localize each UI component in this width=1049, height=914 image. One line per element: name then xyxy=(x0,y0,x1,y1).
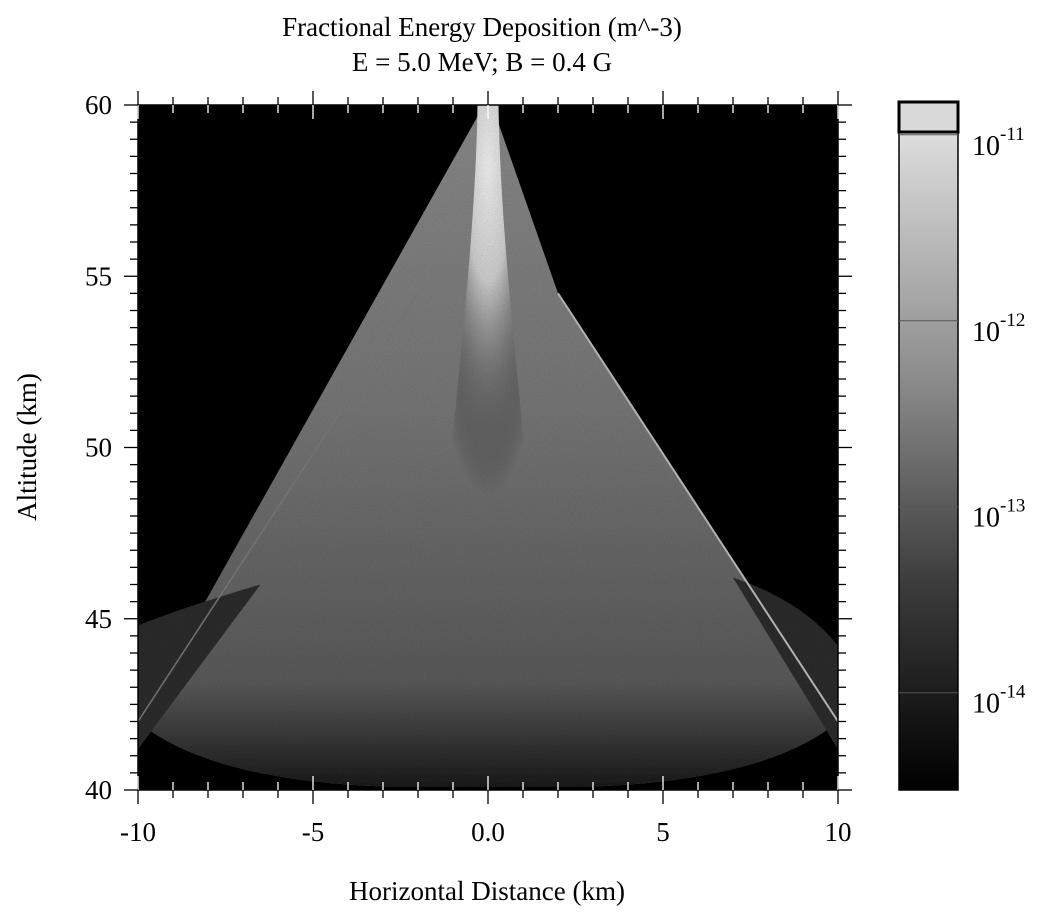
y-tick-label: 40 xyxy=(85,775,112,805)
x-axis: -10 -5 0.0 5 10 xyxy=(120,91,852,847)
heatmap-plot-area xyxy=(137,104,839,791)
colorbar-top-swatch xyxy=(897,100,960,134)
x-tick-label: 0.0 xyxy=(471,817,505,847)
y-axis-label: Altitude (km) xyxy=(12,373,42,521)
colorbar-tick-label: 10-12 xyxy=(972,310,1025,348)
colorbar-tick-base: 10 xyxy=(972,131,1000,162)
y-tick-label: 50 xyxy=(85,433,112,463)
x-tick-label: -10 xyxy=(120,817,156,847)
colorbar-tick-exponent: -13 xyxy=(1000,496,1025,517)
x-tick-label: 10 xyxy=(825,817,852,847)
y-tick-label: 55 xyxy=(85,261,112,291)
y-tick-label: 60 xyxy=(85,90,112,120)
heatmap-field xyxy=(138,105,838,787)
right-halo-region xyxy=(733,577,838,749)
colorbar-tick-exponent: -14 xyxy=(1000,682,1026,703)
colorbar-tick-base: 10 xyxy=(972,689,1000,720)
colorbar-tick-label: 10-14 xyxy=(972,682,1026,720)
colorbar-tick-label: 10-13 xyxy=(972,496,1025,534)
x-tick-label: -5 xyxy=(302,817,325,847)
x-axis-label: Horizontal Distance (km) xyxy=(349,876,625,906)
colorbar-tick-exponent: -11 xyxy=(1000,124,1025,145)
colorbar-tick-label: 10-11 xyxy=(972,124,1025,162)
colorbar-gradient xyxy=(899,102,958,790)
chart-subtitle: E = 5.0 MeV; B = 0.4 G xyxy=(352,47,612,77)
central-beam-core xyxy=(446,105,530,516)
colorbar-frame xyxy=(898,101,959,791)
chart-title: Fractional Energy Deposition (m^-3) xyxy=(282,12,682,42)
right-diagonal-edge xyxy=(557,292,838,723)
left-diagonal-edge xyxy=(138,292,419,722)
colorbar-tick-base: 10 xyxy=(972,503,1000,534)
x-tick-label: 5 xyxy=(656,817,670,847)
y-tick-label: 45 xyxy=(85,604,112,634)
y-axis: 40 45 50 55 60 xyxy=(85,90,852,805)
colorbar-tick-exponent: -12 xyxy=(1000,310,1025,331)
colorbar-tick-base: 10 xyxy=(972,317,1000,348)
left-halo-region xyxy=(138,584,261,749)
